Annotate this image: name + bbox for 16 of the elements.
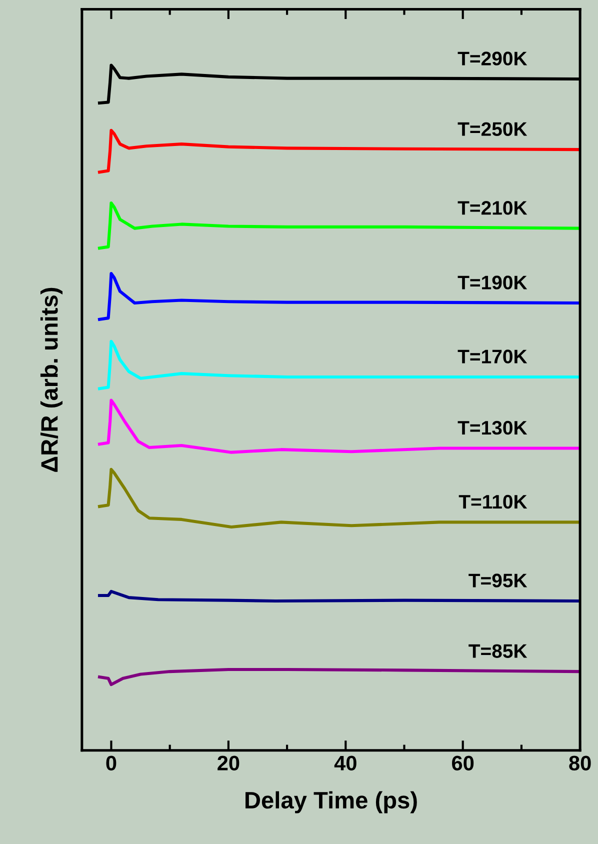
series-label: T=130K [458, 420, 528, 435]
x-tick-label: 0 [106, 756, 116, 770]
x-tick-label: 40 [334, 756, 356, 770]
x-axis-title: Delay Time (ps) [246, 791, 417, 814]
series-label: T=210K [458, 200, 528, 215]
series-label: T=110K [458, 494, 528, 509]
series-label: T=85K [468, 644, 528, 658]
x-tick-label: 20 [218, 756, 240, 770]
series-label: T=95K [468, 574, 528, 588]
y-axis-title: ΔR/R (arb. units) [40, 288, 62, 472]
series-label: T=250K [458, 122, 528, 136]
x-tick-label: 60 [452, 756, 474, 770]
series-label: T=170K [458, 350, 528, 364]
x-tick-label: 80 [569, 756, 591, 770]
series-label: T=290K [458, 52, 528, 66]
series-label: T=190K [458, 276, 528, 290]
